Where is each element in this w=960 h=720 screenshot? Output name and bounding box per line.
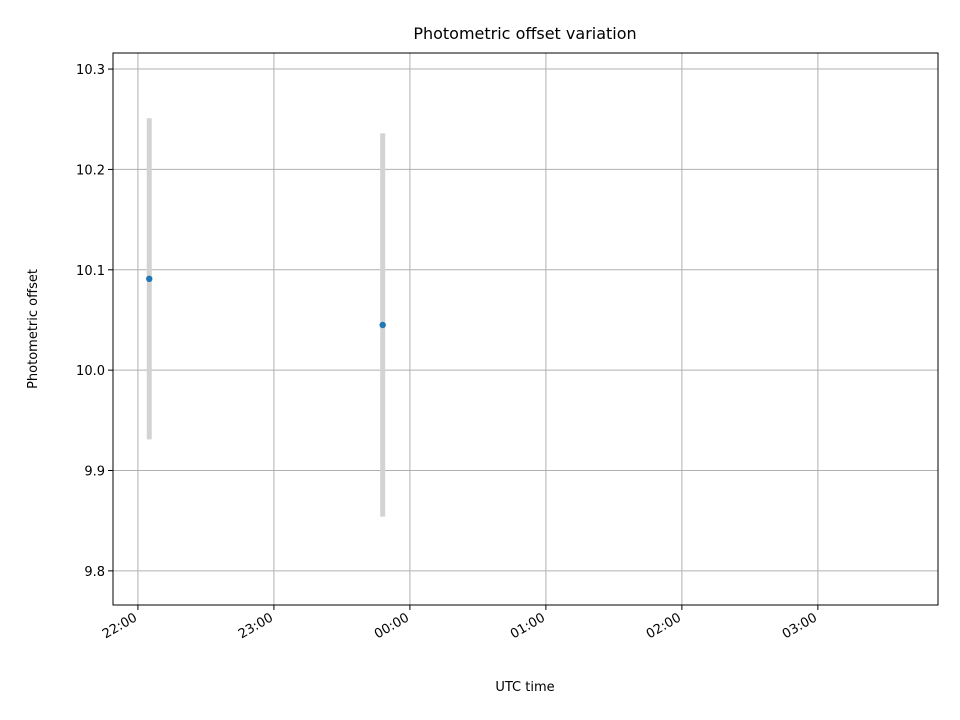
data-point — [379, 321, 386, 329]
y-axis-label: Photometric offset — [26, 269, 41, 389]
x-axis-label: UTC time — [495, 680, 554, 695]
grid — [113, 53, 938, 605]
y-tick-label: 9.9 — [84, 465, 105, 480]
chart-title: Photometric offset variation — [413, 24, 636, 43]
y-tick-label: 10.2 — [76, 163, 105, 178]
y-tick-label: 9.8 — [84, 565, 105, 580]
data-point — [146, 275, 153, 283]
data-points — [146, 275, 386, 329]
y-tick-label: 10.1 — [76, 264, 105, 279]
plot-frame — [112, 52, 939, 606]
y-tick-label: 10.3 — [76, 63, 105, 78]
y-axis-ticks: 9.8 9.9 10.0 10.1 10.2 10.3 — [76, 63, 113, 580]
y-tick-label: 10.0 — [76, 364, 105, 379]
